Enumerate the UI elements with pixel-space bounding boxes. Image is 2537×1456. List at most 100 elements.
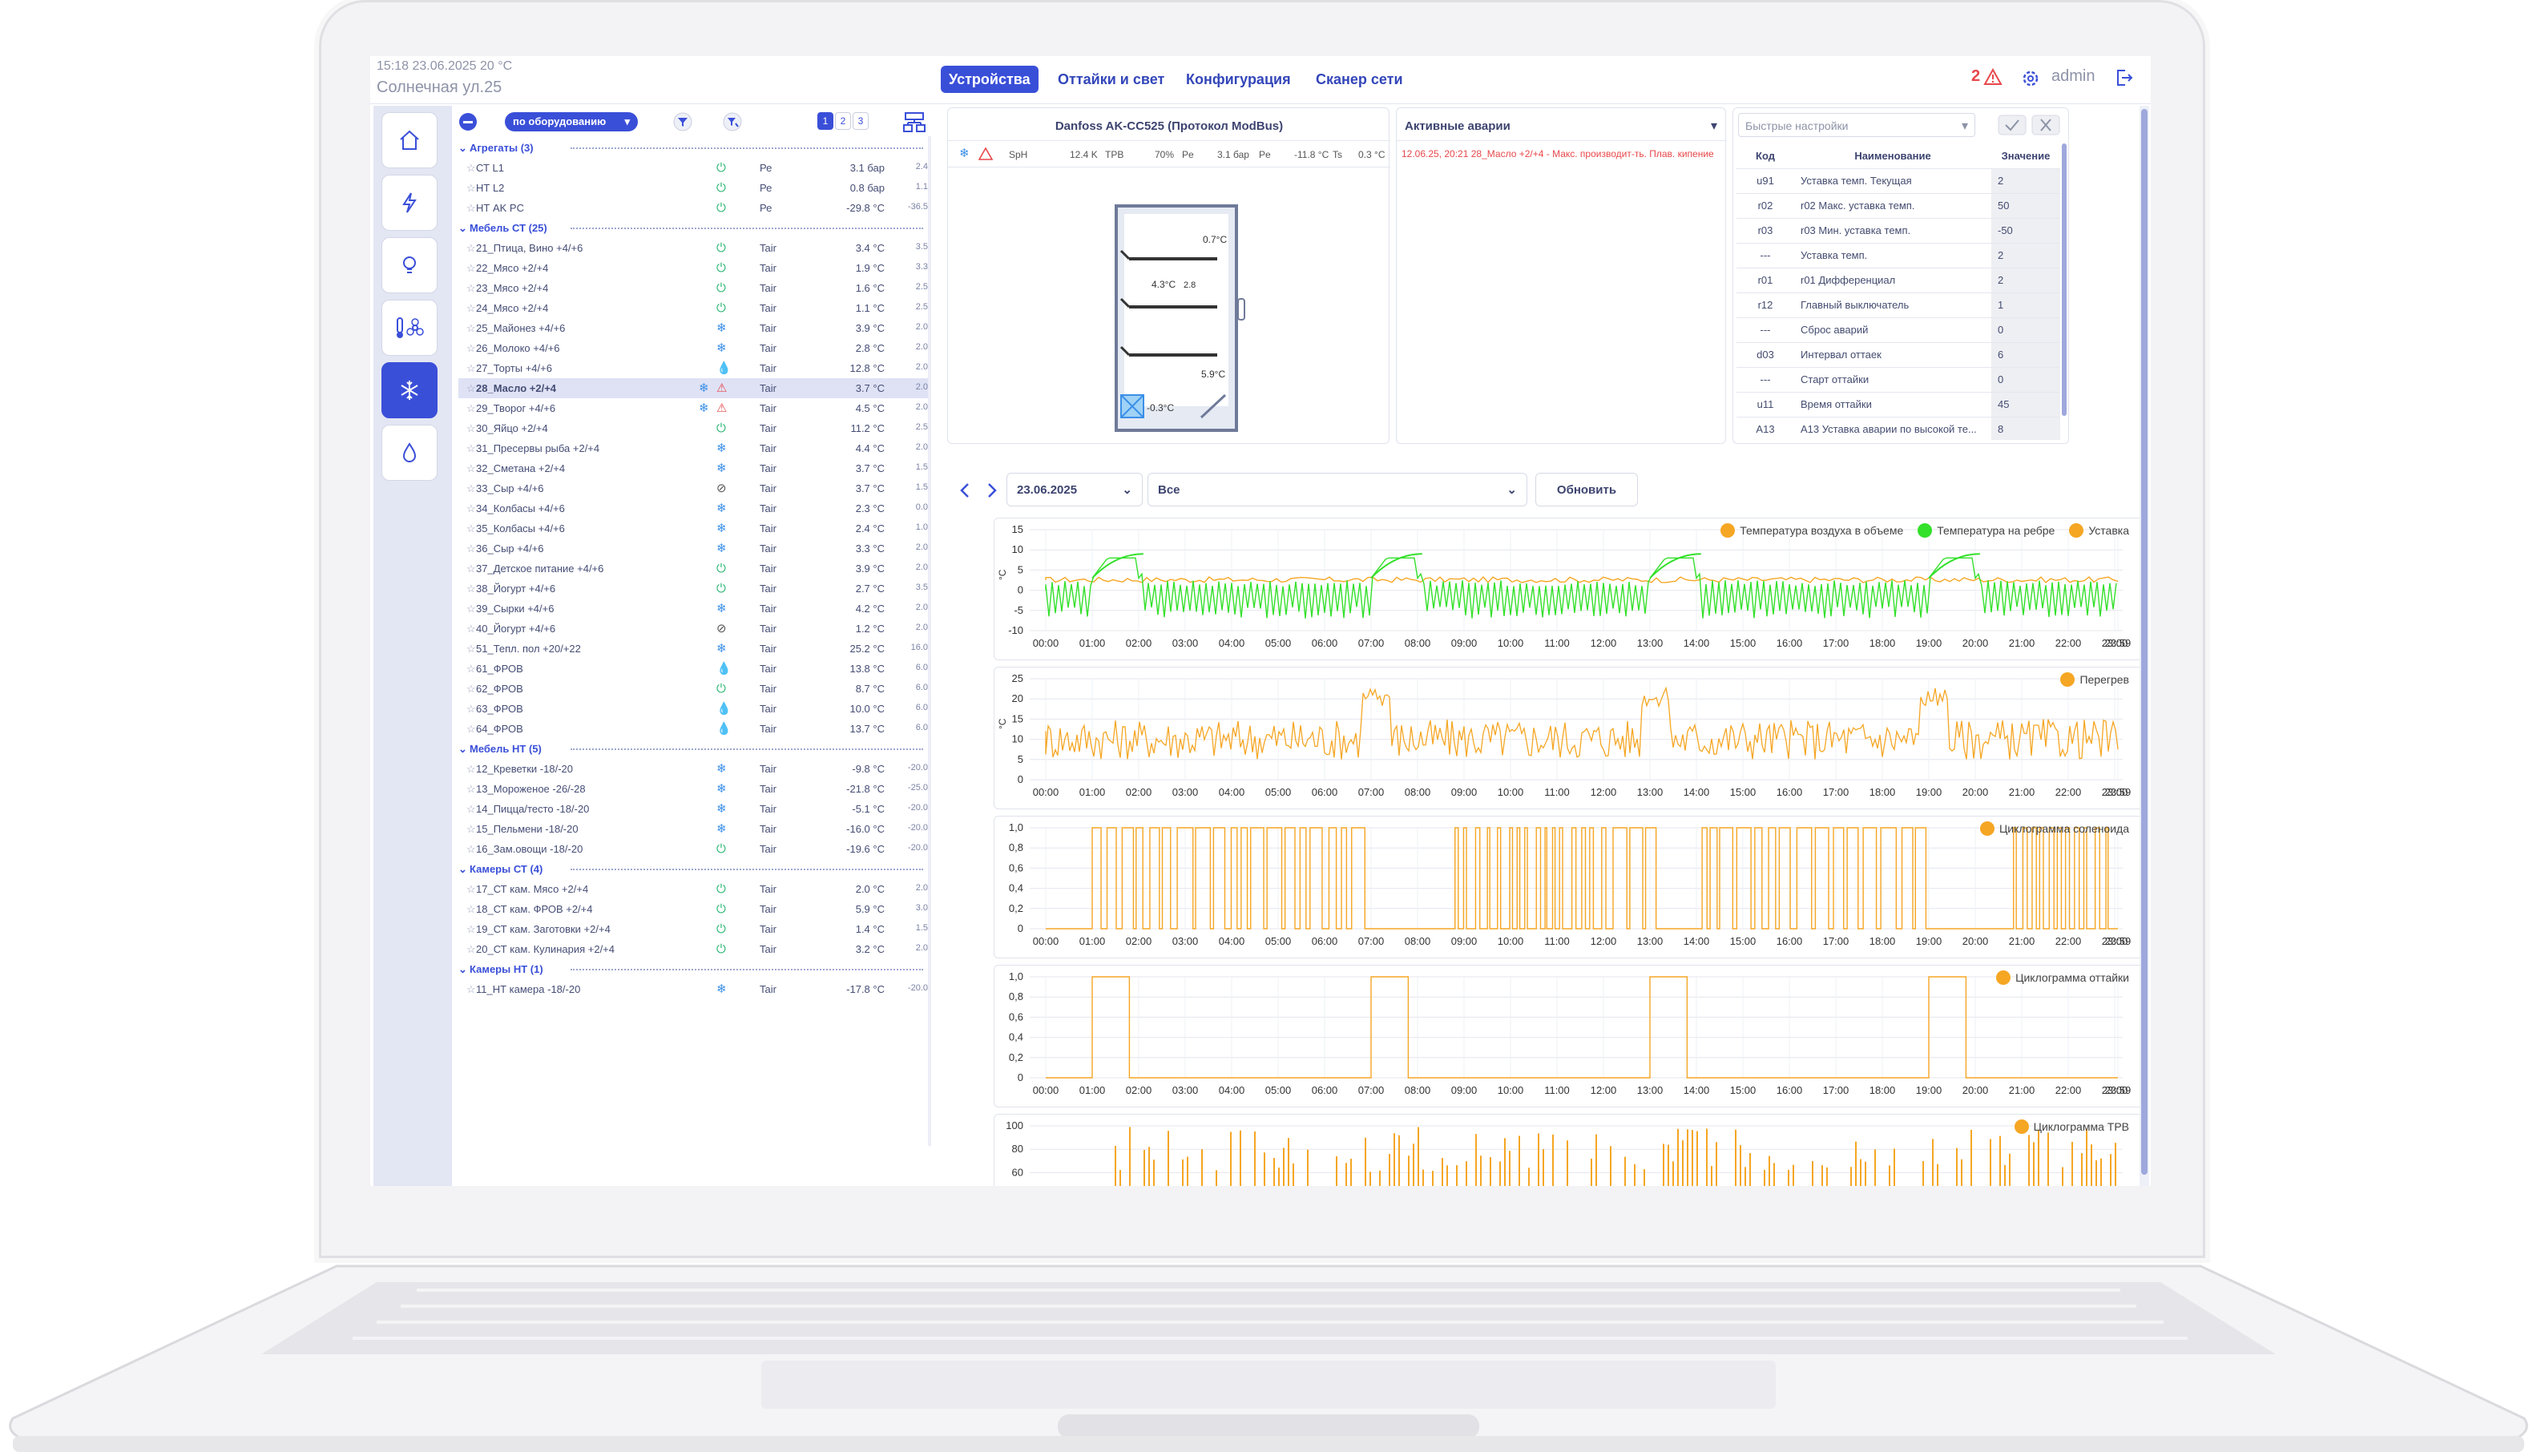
star-icon[interactable]: ☆	[466, 903, 476, 915]
star-icon[interactable]: ☆	[466, 262, 476, 274]
device-row[interactable]: ☆ 64_ФРОВ 💧 Tair 13.7 °C 6.0	[458, 719, 931, 739]
user-name[interactable]: admin	[2051, 67, 2095, 85]
star-icon[interactable]: ☆	[466, 522, 476, 534]
star-icon[interactable]: ☆	[466, 643, 476, 655]
device-row[interactable]: ☆ 25_Майонез +4/+6 ❄ Tair 3.9 °C 2.0	[458, 318, 931, 338]
sidebar-home-button[interactable]	[381, 112, 438, 168]
setting-value[interactable]: 2	[1991, 168, 2060, 194]
star-icon[interactable]: ☆	[466, 563, 476, 575]
prev-day-icon[interactable]	[955, 481, 974, 500]
star-icon[interactable]: ☆	[466, 943, 476, 955]
device-row[interactable]: ☆ 51_Тепл. пол +20/+22 ❄ Tair 25.2 °C 16.0	[458, 639, 931, 659]
star-icon[interactable]: ☆	[466, 803, 476, 815]
setting-value[interactable]: 6	[1991, 342, 2060, 368]
device-row[interactable]: ☆ 23_Мясо +2/+4 ⏻ Tair 1.6 °C 2.5	[458, 278, 931, 298]
setting-value[interactable]: 1	[1991, 292, 2060, 318]
device-row[interactable]: ☆ НТ AK PC ⏻ Ре -29.8 °C -36.5	[458, 198, 931, 218]
device-row[interactable]: ☆ 36_Сыр +4/+6 ❄ Tair 3.3 °C 2.0	[458, 538, 931, 559]
star-icon[interactable]: ☆	[466, 482, 476, 494]
star-icon[interactable]: ☆	[466, 663, 476, 675]
star-icon[interactable]: ☆	[466, 242, 476, 254]
legend-item[interactable]: Уставка	[2069, 523, 2129, 538]
filter-icon[interactable]	[673, 112, 692, 131]
star-icon[interactable]: ☆	[466, 502, 476, 514]
sidebar-power-button[interactable]	[381, 175, 438, 231]
page-1-button[interactable]: 1	[817, 112, 833, 130]
setting-value[interactable]: 50	[1991, 193, 2060, 219]
star-icon[interactable]: ☆	[466, 362, 476, 374]
list-scrollbar[interactable]	[928, 136, 931, 1146]
logout-icon[interactable]	[2114, 67, 2135, 88]
star-icon[interactable]: ☆	[466, 462, 476, 474]
device-row[interactable]: ☆ 27_Торты +4/+6 💧 Tair 12.8 °C 2.0	[458, 358, 931, 378]
star-icon[interactable]: ☆	[466, 723, 476, 735]
hierarchy-view-icon[interactable]	[902, 111, 926, 135]
device-row[interactable]: ☆ 62_ФРОВ ⏻ Tair 8.7 °C 6.0	[458, 679, 931, 699]
device-row[interactable]: ☆ НТ L2 ⏻ Ре 0.8 бар 1.1	[458, 178, 931, 198]
star-icon[interactable]: ☆	[466, 382, 476, 394]
device-row[interactable]: ☆ 17_СТ кам. Мясо +2/+4 ⏻ Tair 2.0 °C 2.0	[458, 879, 931, 899]
star-icon[interactable]: ☆	[466, 923, 476, 935]
star-icon[interactable]: ☆	[466, 703, 476, 715]
device-row[interactable]: ☆ 32_Сметана +2/+4 ❄ Tair 3.7 °C 1.5	[458, 458, 931, 478]
star-icon[interactable]: ☆	[466, 342, 476, 354]
device-row[interactable]: ☆ 33_Сыр +4/+6 ⊘ Tair 3.7 °C 1.5	[458, 478, 931, 498]
device-row[interactable]: ☆ 40_Йогурт +4/+6 ⊘ Tair 1.2 °C 2.0	[458, 619, 931, 639]
settings-row[interactable]: --- Сброс аварий 0	[1736, 317, 2060, 343]
sidebar-climate-button[interactable]	[381, 300, 438, 356]
star-icon[interactable]: ☆	[466, 883, 476, 895]
setting-value[interactable]: 2	[1991, 243, 2060, 268]
device-row[interactable]: ☆ 14_Пицца/тесто -18/-20 ❄ Tair -5.1 °C -20.0	[458, 799, 931, 819]
star-icon[interactable]: ☆	[466, 202, 476, 214]
setting-value[interactable]: 45	[1991, 392, 2060, 417]
star-icon[interactable]: ☆	[466, 302, 476, 314]
sort-filter-icon[interactable]	[723, 112, 742, 131]
star-icon[interactable]: ☆	[466, 282, 476, 294]
setting-value[interactable]: 0	[1991, 317, 2060, 343]
device-row[interactable]: ☆ СТ L1 ⏻ Ре 3.1 бар 2.4	[458, 158, 931, 178]
next-day-icon[interactable]	[982, 481, 1002, 500]
group-header[interactable]: ⌄ Камеры НТ (1)	[458, 959, 931, 979]
star-icon[interactable]: ☆	[466, 402, 476, 414]
device-row[interactable]: ☆ 13_Мороженое -26/-28 ❄ Tair -21.8 °C -25.0	[458, 779, 931, 799]
series-filter-select[interactable]: Все ⌄	[1147, 473, 1527, 506]
star-icon[interactable]: ☆	[466, 542, 476, 555]
device-row[interactable]: ☆ 19_СТ кам. Заготовки +2/+4 ⏻ Tair 1.4 °C 1.…	[458, 919, 931, 939]
settings-row[interactable]: r12 Главный выключатель 1	[1736, 292, 2060, 318]
star-icon[interactable]: ☆	[466, 843, 476, 855]
tab-devices[interactable]: Устройства	[941, 66, 1039, 93]
device-row[interactable]: ☆ 24_Мясо +2/+4 ⏻ Tair 1.1 °C 2.5	[458, 298, 931, 318]
device-row[interactable]: ☆ 26_Молоко +4/+6 ❄ Tair 2.8 °C 2.0	[458, 338, 931, 358]
device-row[interactable]: ☆ 35_Колбасы +4/+6 ❄ Tair 2.4 °C 1.0	[458, 518, 931, 538]
page-2-button[interactable]: 2	[835, 112, 851, 130]
sidebar-refrigeration-button[interactable]	[381, 362, 438, 418]
settings-row[interactable]: u11 Время оттайки 45	[1736, 392, 2060, 417]
star-icon[interactable]: ☆	[466, 162, 476, 174]
settings-scrollbar[interactable]	[2062, 143, 2067, 416]
device-row[interactable]: ☆ 15_Пельмени -18/-20 ❄ Tair -16.0 °C -20.0	[458, 819, 931, 839]
legend-item[interactable]: Циклограмма ТРВ	[2014, 1119, 2129, 1134]
settings-row[interactable]: r01 r01 Дифференциал 2	[1736, 268, 2060, 293]
alarm-indicator[interactable]: 2	[1971, 67, 2003, 86]
legend-item[interactable]: Перегрев	[2060, 672, 2129, 687]
star-icon[interactable]: ☆	[466, 683, 476, 695]
device-row[interactable]: ☆ 39_Сырки +4/+6 ❄ Tair 4.2 °C 2.0	[458, 599, 931, 619]
star-icon[interactable]: ☆	[466, 823, 476, 835]
sidebar-light-button[interactable]	[381, 237, 438, 293]
tab-defrost-light[interactable]: Оттайки и свет	[1058, 71, 1165, 87]
device-row[interactable]: ☆ 30_Яйцо +2/+4 ⏻ Tair 11.2 °C 2.5	[458, 418, 931, 438]
legend-item[interactable]: Температура воздуха в объеме	[1720, 523, 1903, 538]
device-row[interactable]: ☆ 28_Масло +2/+4 ❄ ⚠ Tair 3.7 °C 2.0	[458, 378, 931, 398]
star-icon[interactable]: ☆	[466, 422, 476, 434]
star-icon[interactable]: ☆	[466, 322, 476, 334]
setting-value[interactable]: 2	[1991, 268, 2060, 293]
star-icon[interactable]: ☆	[466, 783, 476, 795]
legend-item[interactable]: Циклограмма оттайки	[1996, 970, 2129, 985]
legend-item[interactable]: Температура на ребре	[1918, 523, 2055, 538]
grouping-dropdown[interactable]: по оборудованию ▾	[505, 112, 638, 131]
legend-item[interactable]: Циклограмма соленоида	[1979, 821, 2129, 836]
gear-icon[interactable]	[2021, 69, 2040, 88]
group-header[interactable]: ⌄ Агрегаты (3)	[458, 138, 931, 158]
date-picker[interactable]: 23.06.2025 ⌄	[1006, 473, 1143, 506]
quick-settings-select[interactable]: Быстрые настройки ▾	[1738, 113, 1975, 137]
